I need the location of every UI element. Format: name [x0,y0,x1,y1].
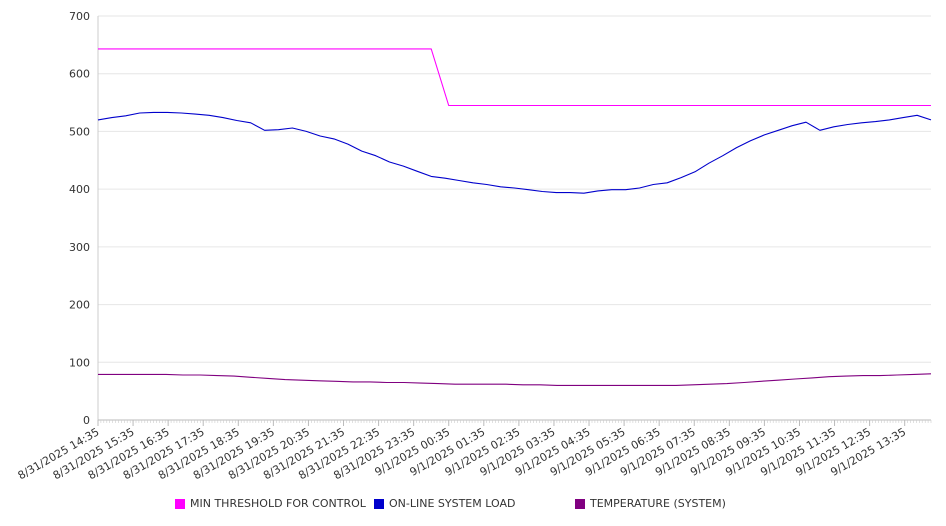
y-tick-label: 200 [69,299,90,312]
y-tick-label: 600 [69,68,90,81]
series-line-min-threshold [98,48,931,107]
y-tick-label: 400 [69,183,90,196]
y-tick-label: 300 [69,241,90,254]
legend-swatch-min-threshold [175,498,185,509]
legend-item-temperature: TEMPERATURE (SYSTEM) [575,497,726,510]
series-lines [97,48,932,386]
legend-item-min-threshold: MIN THRESHOLD FOR CONTROL [175,497,366,510]
legend-item-system-load: ON-LINE SYSTEM LOAD [374,497,515,510]
series-line-system-load [97,111,932,194]
x-tick-labels: 8/31/2025 14:358/31/2025 15:358/31/2025 … [16,425,909,482]
y-tick-labels: 0 100 200 300 400 500 600 700 [69,10,90,427]
y-tick-label: 700 [69,10,90,23]
legend-swatch-temperature [575,498,585,509]
y-tick-label: 0 [83,414,90,427]
y-tick-label: 100 [69,356,90,369]
legend-label-temperature: TEMPERATURE (SYSTEM) [590,497,726,510]
grid-lines [98,15,931,363]
legend-swatch-system-load [374,498,384,509]
legend: MIN THRESHOLD FOR CONTROL ON-LINE SYSTEM… [0,497,946,515]
y-tick-label: 500 [69,125,90,138]
legend-label-system-load: ON-LINE SYSTEM LOAD [389,497,516,510]
axes [97,16,932,426]
series-line-temperature [98,373,932,386]
legend-label-min-threshold: MIN THRESHOLD FOR CONTROL [190,497,366,510]
